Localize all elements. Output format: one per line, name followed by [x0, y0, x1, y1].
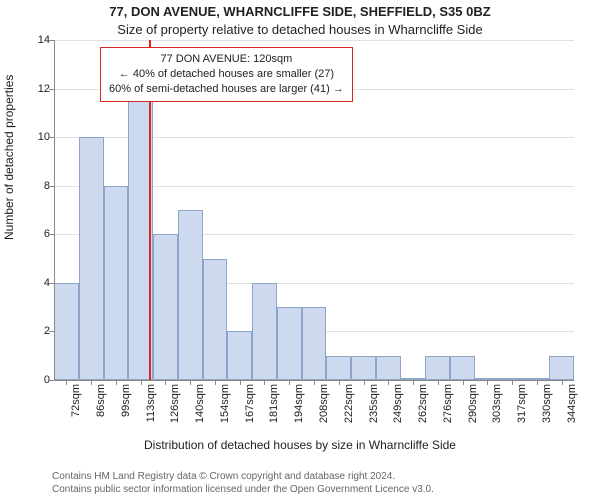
x-tick-label: 126sqm [169, 384, 181, 423]
x-tick-mark [487, 380, 488, 385]
x-tick-label: 99sqm [120, 384, 132, 417]
histogram-bar [277, 307, 302, 380]
y-tick-label: 8 [24, 180, 50, 192]
histogram-bar [54, 283, 79, 380]
histogram-bar [425, 356, 450, 380]
x-tick-mark [314, 380, 315, 385]
x-tick-label: 290sqm [467, 384, 479, 423]
histogram-bar [252, 283, 277, 380]
x-tick-label: 86sqm [95, 384, 107, 417]
y-tick-label: 6 [24, 228, 50, 240]
histogram-bar [302, 307, 327, 380]
y-tick-label: 12 [24, 83, 50, 95]
annotation-line2: ← 40% of detached houses are smaller (27… [109, 67, 344, 82]
footer-attribution: Contains HM Land Registry data © Crown c… [52, 470, 434, 496]
x-tick-label: 154sqm [219, 384, 231, 423]
y-tick-label: 2 [24, 325, 50, 337]
y-axis-line [54, 40, 55, 380]
x-tick-label: 167sqm [244, 384, 256, 423]
x-tick-mark [91, 380, 92, 385]
histogram-bar [351, 356, 376, 380]
histogram-bar [178, 210, 203, 380]
y-tick-mark [49, 331, 54, 332]
histogram-bar [326, 356, 351, 380]
x-tick-mark [66, 380, 67, 385]
chart-title-subtitle: Size of property relative to detached ho… [0, 22, 600, 37]
x-tick-mark [190, 380, 191, 385]
y-tick-mark [49, 40, 54, 41]
footer-line2: Contains public sector information licen… [52, 483, 434, 496]
x-tick-label: 344sqm [566, 384, 578, 423]
y-axis-label: Number of detached properties [2, 75, 16, 240]
x-tick-mark [165, 380, 166, 385]
y-tick-mark [49, 283, 54, 284]
histogram-bar [376, 356, 401, 380]
x-tick-label: 276sqm [442, 384, 454, 423]
x-tick-label: 113sqm [145, 384, 157, 422]
x-tick-mark [438, 380, 439, 385]
y-tick-label: 0 [24, 374, 50, 386]
histogram-bar [450, 356, 475, 380]
x-tick-label: 317sqm [516, 384, 528, 423]
y-tick-label: 4 [24, 277, 50, 289]
histogram-bar [153, 234, 178, 380]
footer-line1: Contains HM Land Registry data © Crown c… [52, 470, 434, 483]
x-tick-label: 194sqm [293, 384, 305, 423]
x-tick-label: 249sqm [392, 384, 404, 423]
x-tick-label: 208sqm [318, 384, 330, 423]
annotation-line1: 77 DON AVENUE: 120sqm [109, 52, 344, 67]
x-tick-mark [141, 380, 142, 385]
plot-area: 02468101214 72sqm86sqm99sqm113sqm126sqm1… [54, 40, 574, 380]
x-tick-mark [339, 380, 340, 385]
x-tick-label: 330sqm [541, 384, 553, 423]
histogram-bar [227, 331, 252, 380]
gridline [54, 40, 574, 41]
x-tick-label: 262sqm [417, 384, 429, 423]
x-tick-mark [240, 380, 241, 385]
x-tick-mark [562, 380, 563, 385]
x-axis-label: Distribution of detached houses by size … [0, 438, 600, 452]
x-tick-mark [215, 380, 216, 385]
x-tick-mark [463, 380, 464, 385]
chart-title-address: 77, DON AVENUE, WHARNCLIFFE SIDE, SHEFFI… [0, 4, 600, 19]
chart-container: 77, DON AVENUE, WHARNCLIFFE SIDE, SHEFFI… [0, 0, 600, 500]
x-tick-mark [264, 380, 265, 385]
y-tick-mark [49, 380, 54, 381]
annotation-line3: 60% of semi-detached houses are larger (… [109, 82, 344, 97]
x-tick-mark [116, 380, 117, 385]
x-tick-mark [388, 380, 389, 385]
y-tick-mark [49, 89, 54, 90]
y-tick-label: 14 [24, 34, 50, 46]
histogram-bar [203, 259, 228, 380]
x-tick-label: 222sqm [343, 384, 355, 423]
x-tick-mark [289, 380, 290, 385]
histogram-bar [79, 137, 104, 380]
y-tick-label: 10 [24, 131, 50, 143]
x-tick-label: 235sqm [368, 384, 380, 423]
y-tick-mark [49, 186, 54, 187]
x-tick-label: 72sqm [70, 384, 82, 417]
histogram-bar [549, 356, 574, 380]
x-tick-mark [512, 380, 513, 385]
x-tick-label: 303sqm [491, 384, 503, 423]
annotation-box: 77 DON AVENUE: 120sqm ← 40% of detached … [100, 47, 353, 102]
x-tick-label: 181sqm [268, 384, 280, 423]
x-tick-mark [537, 380, 538, 385]
x-tick-mark [364, 380, 365, 385]
y-tick-mark [49, 234, 54, 235]
x-tick-mark [413, 380, 414, 385]
histogram-bar [104, 186, 129, 380]
y-tick-mark [49, 137, 54, 138]
x-tick-label: 140sqm [194, 384, 206, 423]
